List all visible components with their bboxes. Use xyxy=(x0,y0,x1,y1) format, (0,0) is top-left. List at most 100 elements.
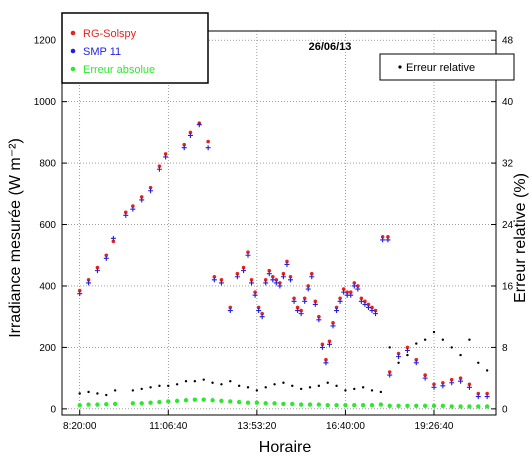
data-point xyxy=(405,403,410,408)
data-point xyxy=(249,278,254,282)
data-point xyxy=(396,403,401,408)
data-point xyxy=(458,376,463,380)
data-point xyxy=(353,387,356,391)
data-point xyxy=(484,404,490,409)
y-tick-label: 600 xyxy=(39,220,56,231)
y-tick-label: 800 xyxy=(39,159,56,170)
data-point xyxy=(187,132,193,138)
data-point xyxy=(256,308,262,314)
data-point xyxy=(290,401,295,407)
legend-right: Erreur relative xyxy=(379,53,515,81)
data-point xyxy=(292,296,296,301)
x-tick-label: 19:26:40 xyxy=(415,421,454,432)
data-point xyxy=(184,380,188,383)
data-point xyxy=(220,383,223,386)
y2-tick-label: 48 xyxy=(502,36,514,47)
data-point xyxy=(326,381,329,384)
data-point xyxy=(366,302,371,307)
y2-axis-title: Erreur relative (%) xyxy=(512,173,529,303)
data-point xyxy=(86,278,91,282)
data-point xyxy=(337,298,343,304)
data-point xyxy=(415,342,418,345)
data-point xyxy=(255,389,259,392)
data-point xyxy=(253,290,257,294)
data-point xyxy=(348,292,354,298)
data-point xyxy=(449,404,454,409)
data-point xyxy=(440,383,446,389)
legend-marker-erreur-absolue xyxy=(70,66,76,72)
legend-left: RG-Solspy SMP 11 Erreur absolue xyxy=(61,12,209,84)
plot-frame xyxy=(61,30,497,416)
data-point xyxy=(476,404,481,409)
data-point xyxy=(404,347,410,353)
data-point xyxy=(104,253,109,258)
data-point xyxy=(235,271,240,276)
data-point xyxy=(246,250,250,254)
y2-tick-label: 24 xyxy=(502,220,514,231)
data-point xyxy=(299,387,303,391)
data-point xyxy=(77,291,83,297)
data-point xyxy=(229,380,232,383)
data-point xyxy=(285,259,289,264)
data-point xyxy=(280,274,286,280)
y-tick-label: 0 xyxy=(50,404,56,415)
y2-tick-label: 40 xyxy=(502,97,514,108)
data-point xyxy=(131,389,135,392)
legend-label-rg-solspy: RG-Solspy xyxy=(83,28,137,40)
data-point xyxy=(356,284,360,288)
data-point xyxy=(341,287,346,291)
y-tick-label: 200 xyxy=(39,343,56,354)
data-point xyxy=(96,392,99,395)
data-point xyxy=(334,402,339,408)
data-point xyxy=(157,164,162,168)
data-point xyxy=(388,346,391,349)
data-point xyxy=(236,399,242,405)
data-point xyxy=(266,271,272,277)
data-point xyxy=(341,289,347,295)
legend-box xyxy=(61,12,209,84)
x-tick-label: 16:40:00 xyxy=(326,421,365,432)
data-point xyxy=(440,403,446,408)
data-point xyxy=(241,265,246,270)
data-point xyxy=(386,235,390,239)
data-point xyxy=(413,360,419,366)
data-point xyxy=(163,152,168,156)
data-point xyxy=(260,311,264,316)
data-point xyxy=(458,378,464,384)
data-point xyxy=(432,382,436,387)
data-point xyxy=(274,278,279,282)
data-point xyxy=(405,345,410,350)
data-point xyxy=(352,402,357,408)
data-point xyxy=(174,398,180,404)
data-point xyxy=(360,402,366,408)
series-erreur-absolue xyxy=(77,397,490,409)
y2-tick-label: 8 xyxy=(502,343,508,354)
data-point xyxy=(385,237,391,243)
data-point xyxy=(148,185,153,190)
data-point xyxy=(281,271,286,276)
data-point xyxy=(387,370,392,374)
data-point xyxy=(263,280,269,286)
data-point xyxy=(317,314,321,319)
data-point xyxy=(211,277,217,283)
data-point xyxy=(291,298,297,304)
data-point xyxy=(414,357,419,362)
series-erreur-relative xyxy=(78,330,489,397)
axis-ticks: 8:20:00 11:06:40 13:53:20 16:40:00 19:26:40 0… xyxy=(34,36,514,432)
data-point xyxy=(206,139,210,144)
data-point xyxy=(210,398,215,403)
data-point xyxy=(327,339,332,344)
data-point xyxy=(193,380,197,383)
legend2-marker-erreur-relative xyxy=(398,65,402,69)
gridlines xyxy=(62,31,496,415)
data-point xyxy=(379,390,383,394)
data-point xyxy=(227,308,233,314)
data-point xyxy=(370,305,374,310)
data-point xyxy=(252,292,258,298)
data-point xyxy=(459,353,462,357)
data-point xyxy=(182,142,187,147)
data-point xyxy=(237,384,241,388)
data-point xyxy=(78,392,81,395)
data-point xyxy=(477,361,480,364)
y2-tick-label: 32 xyxy=(502,159,514,170)
